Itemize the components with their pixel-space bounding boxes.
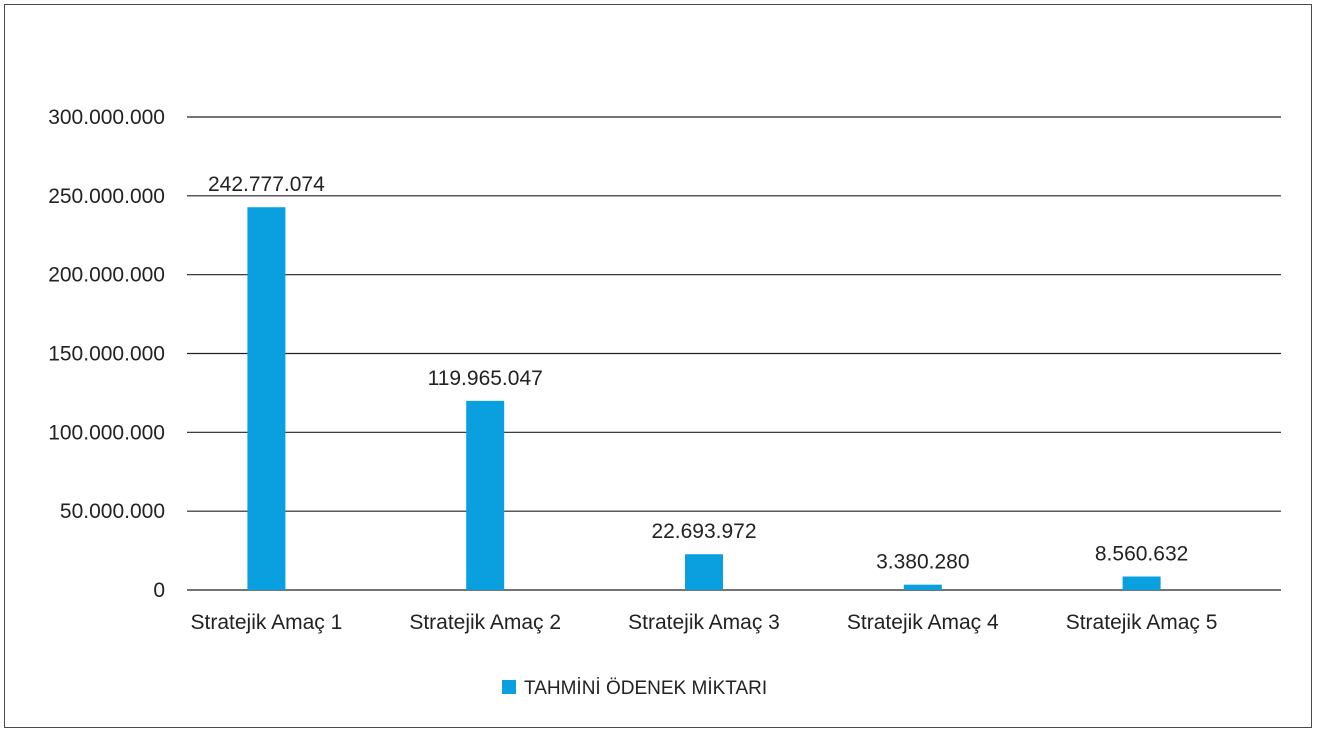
y-tick-label: 200.000.000 [48, 264, 165, 287]
bar [903, 584, 942, 590]
y-tick-label: 50.000.000 [60, 500, 165, 523]
x-tick-label: Stratejik Amaç 4 [847, 611, 999, 634]
chart-frame [4, 4, 1312, 728]
data-label: 22.693.972 [651, 520, 756, 543]
legend-label: TAHMİNİ ÖDENEK MİKTARI [524, 678, 767, 699]
data-label: 242.777.074 [208, 173, 325, 196]
y-tick-label: 300.000.000 [48, 106, 165, 129]
y-tick-label: 100.000.000 [48, 421, 165, 444]
x-tick-label: Stratejik Amaç 3 [628, 611, 780, 634]
bar [247, 207, 286, 590]
data-label: 119.965.047 [428, 367, 543, 390]
data-label: 8.560.632 [1095, 543, 1188, 566]
y-tick-label: 0 [153, 579, 165, 602]
x-tick-label: Stratejik Amaç 5 [1066, 611, 1218, 634]
x-tick-label: Stratejik Amaç 2 [409, 611, 561, 634]
bar [466, 400, 505, 590]
legend-swatch [502, 680, 516, 694]
y-tick-label: 150.000.000 [48, 343, 165, 366]
data-label: 3.380.280 [876, 551, 969, 574]
x-tick-label: Stratejik Amaç 1 [191, 611, 343, 634]
y-tick-label: 250.000.000 [48, 185, 165, 208]
bar [685, 554, 723, 590]
bar [1122, 576, 1161, 590]
